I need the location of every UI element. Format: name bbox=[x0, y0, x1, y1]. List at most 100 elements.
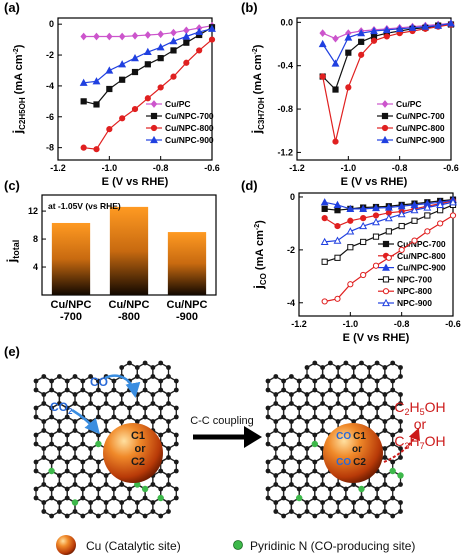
panel-b-series-3-point bbox=[382, 25, 391, 34]
carbon-atom bbox=[281, 459, 286, 465]
carbon-atom bbox=[127, 486, 132, 492]
carbon-atom bbox=[304, 482, 310, 487]
carbon-atom bbox=[351, 509, 357, 514]
carbon-atom bbox=[328, 486, 333, 492]
carbon-atom bbox=[265, 432, 271, 438]
carbon-atom bbox=[41, 446, 47, 451]
carbon-atom bbox=[166, 446, 171, 451]
panel-a-xtick-label: -1.0 bbox=[102, 163, 118, 173]
carbon-atom bbox=[398, 374, 403, 379]
carbon-ring bbox=[368, 497, 386, 517]
carbon-atom bbox=[49, 486, 54, 492]
carbon-atom bbox=[127, 513, 132, 519]
carbon-atom bbox=[398, 455, 403, 460]
panel-c-ytick-label: 8 bbox=[33, 234, 38, 244]
carbon-atom bbox=[265, 414, 271, 420]
panel-d-series-3-point bbox=[360, 238, 367, 246]
carbon-atom bbox=[398, 401, 403, 406]
panel-a-series-0-point bbox=[118, 32, 126, 41]
carbon-atom bbox=[328, 405, 333, 411]
panel-d-xtick-label: -1.0 bbox=[343, 319, 359, 329]
panel-b-legend-marker bbox=[381, 124, 389, 132]
carbon-atom bbox=[351, 419, 357, 424]
carbon-atom bbox=[88, 401, 93, 406]
panel-a-ytick-label: 0 bbox=[49, 19, 54, 29]
panel-b-chart: (b) -1.2 -1.0 -0.8 -0.6 0.0 -0.4 -0.8 -1.2 E (V v… bbox=[241, 0, 459, 188]
sphere-c1-label: C1 bbox=[131, 430, 145, 442]
panel-b-series-2-point bbox=[332, 138, 339, 145]
carbon-atom bbox=[296, 414, 302, 420]
panel-d-series-3-point bbox=[321, 258, 328, 265]
panel-c-annotation: at -1.05V (vs RHE) bbox=[48, 201, 121, 211]
carbon-atom bbox=[265, 459, 271, 465]
carbon-atom bbox=[382, 473, 388, 478]
carbon-atom bbox=[304, 374, 310, 379]
carbon-atom bbox=[382, 509, 388, 514]
panel-a-series-2-point bbox=[80, 144, 87, 151]
panel-c-ytick-label: 4 bbox=[33, 262, 38, 272]
carbon-atom bbox=[374, 414, 380, 420]
carbon-atom bbox=[328, 387, 333, 393]
carbon-atom bbox=[382, 428, 388, 433]
carbon-atom bbox=[119, 482, 125, 487]
panel-b-xlabel: E (V vs RHE) bbox=[341, 176, 408, 188]
panel-a-series-0-point bbox=[80, 32, 87, 41]
panel-b-series-3-point bbox=[370, 26, 378, 35]
carbon-atom bbox=[304, 455, 310, 460]
panel-d-chart: (d) -1.2 -1.0 -0.8 -0.6 0 -2 -4 E (V vs RHE) jCO … bbox=[241, 178, 461, 344]
carbon-atom bbox=[304, 500, 310, 505]
carbon-atom bbox=[166, 401, 171, 406]
carbon-atom bbox=[273, 509, 279, 514]
carbon-atom bbox=[96, 387, 101, 393]
carbon-atom bbox=[158, 378, 164, 384]
panel-a-series-0-point bbox=[157, 30, 164, 39]
carbon-atom bbox=[103, 473, 109, 478]
panel-b-legend-label: Cu/NPC-900 bbox=[396, 135, 445, 145]
carbon-atom bbox=[41, 428, 47, 433]
carbon-atom bbox=[265, 405, 271, 411]
carbon-atom bbox=[88, 374, 93, 379]
panel-d-series-1-point bbox=[360, 215, 367, 222]
panel-a-legend-marker bbox=[150, 100, 158, 108]
carbon-atom bbox=[281, 405, 286, 411]
carbon-atom bbox=[103, 428, 109, 433]
panel-a-series-1-point bbox=[183, 39, 190, 46]
carbon-atom bbox=[57, 428, 62, 433]
carbon-atom bbox=[289, 428, 294, 433]
carbon-atom bbox=[351, 392, 357, 397]
carbon-atom bbox=[96, 513, 101, 519]
panel-a-xtick-label: -0.8 bbox=[153, 163, 169, 173]
carbon-atom bbox=[374, 378, 380, 384]
carbon-atom bbox=[49, 405, 54, 411]
carbon-atom bbox=[335, 509, 341, 514]
panel-label-b: (b) bbox=[241, 0, 258, 15]
panel-d-series-3-point bbox=[347, 244, 354, 251]
legend-cu-sphere bbox=[56, 535, 76, 555]
panel-a-xlabel: E (V vs RHE) bbox=[102, 176, 169, 188]
co2-label: CO2 bbox=[50, 400, 73, 416]
carbon-atom bbox=[134, 374, 140, 379]
carbon-atom bbox=[359, 495, 364, 501]
carbon-atom bbox=[49, 441, 54, 447]
carbon-atom bbox=[366, 419, 372, 424]
panel-a-series-3-point bbox=[118, 60, 127, 68]
carbon-atom bbox=[296, 387, 302, 393]
carbon-atom bbox=[150, 365, 156, 370]
panel-label-e: (e) bbox=[4, 344, 20, 359]
panel-a-chart: (a) -1.2 -1.0 -0.8 -0.6 0 -2 -4 -6 -8 E (V vs RHE)… bbox=[4, 0, 220, 188]
pyridinic-n-atom bbox=[95, 440, 102, 448]
panel-b-series-3-point bbox=[434, 21, 443, 29]
panel-c-category-label: -700 bbox=[60, 311, 82, 323]
carbon-atom bbox=[64, 486, 70, 492]
panel-a-series-3-point bbox=[131, 53, 139, 62]
panel-d-series-3-point bbox=[385, 228, 392, 235]
panel-b-ytick-label: -0.4 bbox=[277, 61, 293, 71]
carbon-atom bbox=[296, 513, 302, 519]
carbon-atom bbox=[289, 455, 294, 460]
carbon-atom bbox=[88, 446, 93, 451]
carbon-atom bbox=[312, 459, 318, 465]
carbon-atom bbox=[119, 419, 125, 424]
carbon-atom bbox=[265, 441, 271, 447]
carbon-atom bbox=[158, 486, 164, 492]
panel-d-series-0-point bbox=[321, 205, 328, 212]
